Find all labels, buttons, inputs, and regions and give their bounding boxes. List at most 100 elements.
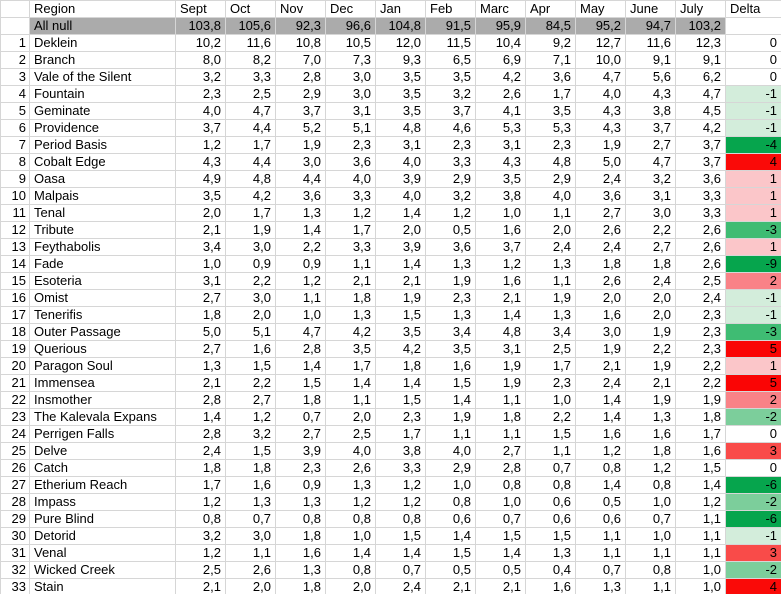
month-value-feb[interactable]: 1,9: [425, 272, 476, 290]
month-value-sept[interactable]: 2,8: [175, 391, 226, 409]
month-value-sept[interactable]: 1,3: [175, 357, 226, 375]
month-value-july[interactable]: 1,1: [675, 544, 726, 562]
delta-value[interactable]: 1: [725, 170, 781, 188]
month-value-oct[interactable]: 1,5: [225, 442, 276, 460]
month-value-dec[interactable]: 1,3: [325, 306, 376, 324]
month-value-apr[interactable]: 2,5: [525, 340, 576, 358]
delta-value[interactable]: -2: [725, 408, 781, 426]
month-value-marc[interactable]: 1,6: [475, 221, 526, 239]
month-value-marc[interactable]: 2,8: [475, 459, 526, 477]
month-value-apr[interactable]: 1,1: [525, 204, 576, 222]
month-value-jan[interactable]: 4,0: [375, 153, 426, 171]
month-value-feb[interactable]: 3,2: [425, 85, 476, 103]
region-name[interactable]: Querious: [29, 340, 176, 358]
month-value-jan[interactable]: 1,5: [375, 391, 426, 409]
month-value-apr[interactable]: 3,4: [525, 323, 576, 341]
month-value-marc[interactable]: 4,8: [475, 323, 526, 341]
month-value-july[interactable]: 9,1: [675, 51, 726, 69]
month-value-nov[interactable]: 3,9: [275, 442, 326, 460]
region-name[interactable]: Stain: [29, 578, 176, 594]
month-value-dec[interactable]: 1,0: [325, 527, 376, 545]
month-value-dec[interactable]: 1,4: [325, 374, 376, 392]
month-value-feb[interactable]: 1,6: [425, 357, 476, 375]
summary-delta[interactable]: [725, 17, 781, 35]
month-value-dec[interactable]: 1,8: [325, 289, 376, 307]
column-header-sept[interactable]: Sept: [175, 0, 226, 18]
month-value-dec[interactable]: 2,0: [325, 408, 376, 426]
month-value-may[interactable]: 3,0: [575, 323, 626, 341]
month-value-marc[interactable]: 1,9: [475, 357, 526, 375]
month-value-july[interactable]: 1,0: [675, 578, 726, 594]
month-value-feb[interactable]: 3,7: [425, 102, 476, 120]
month-value-sept[interactable]: 1,0: [175, 255, 226, 273]
column-header-apr[interactable]: Apr: [525, 0, 576, 18]
month-value-june[interactable]: 1,8: [625, 255, 676, 273]
region-name[interactable]: Tenerifis: [29, 306, 176, 324]
month-value-feb[interactable]: 1,0: [425, 476, 476, 494]
month-value-july[interactable]: 3,3: [675, 187, 726, 205]
summary-value-apr[interactable]: 84,5: [525, 17, 576, 35]
region-name[interactable]: Omist: [29, 289, 176, 307]
month-value-dec[interactable]: 1,7: [325, 357, 376, 375]
month-value-apr[interactable]: 0,6: [525, 510, 576, 528]
month-value-marc[interactable]: 2,1: [475, 578, 526, 594]
month-value-feb[interactable]: 0,8: [425, 493, 476, 511]
delta-value[interactable]: -6: [725, 510, 781, 528]
month-value-oct[interactable]: 2,0: [225, 578, 276, 594]
delta-value[interactable]: 4: [725, 578, 781, 594]
month-value-apr[interactable]: 9,2: [525, 34, 576, 52]
summary-value-nov[interactable]: 92,3: [275, 17, 326, 35]
month-value-oct[interactable]: 1,7: [225, 136, 276, 154]
month-value-apr[interactable]: 1,9: [525, 289, 576, 307]
month-value-nov[interactable]: 4,4: [275, 170, 326, 188]
delta-value[interactable]: 0: [725, 34, 781, 52]
month-value-dec[interactable]: 4,0: [325, 170, 376, 188]
month-value-nov[interactable]: 2,7: [275, 425, 326, 443]
month-value-dec[interactable]: 7,3: [325, 51, 376, 69]
row-number[interactable]: 15: [0, 272, 30, 290]
month-value-may[interactable]: 1,8: [575, 255, 626, 273]
region-name[interactable]: Outer Passage: [29, 323, 176, 341]
row-number[interactable]: 23: [0, 408, 30, 426]
month-value-july[interactable]: 1,1: [675, 527, 726, 545]
month-value-marc[interactable]: 2,7: [475, 442, 526, 460]
month-value-sept[interactable]: 2,1: [175, 374, 226, 392]
summary-value-jan[interactable]: 104,8: [375, 17, 426, 35]
month-value-dec[interactable]: 2,3: [325, 136, 376, 154]
row-number[interactable]: 11: [0, 204, 30, 222]
month-value-feb[interactable]: 2,3: [425, 289, 476, 307]
month-value-apr[interactable]: 1,7: [525, 85, 576, 103]
month-value-july[interactable]: 2,6: [675, 255, 726, 273]
row-number[interactable]: 2: [0, 51, 30, 69]
month-value-jan[interactable]: 3,5: [375, 68, 426, 86]
month-value-jan[interactable]: 3,5: [375, 85, 426, 103]
month-value-june[interactable]: 2,0: [625, 289, 676, 307]
month-value-jan[interactable]: 2,1: [375, 272, 426, 290]
month-value-feb[interactable]: 3,5: [425, 340, 476, 358]
month-value-sept[interactable]: 1,8: [175, 459, 226, 477]
month-value-marc[interactable]: 10,4: [475, 34, 526, 52]
month-value-marc[interactable]: 3,8: [475, 187, 526, 205]
row-number[interactable]: 18: [0, 323, 30, 341]
month-value-dec[interactable]: 4,2: [325, 323, 376, 341]
row-number[interactable]: 28: [0, 493, 30, 511]
month-value-dec[interactable]: 2,1: [325, 272, 376, 290]
month-value-jan[interactable]: 3,5: [375, 102, 426, 120]
month-value-oct[interactable]: 1,7: [225, 204, 276, 222]
month-value-marc[interactable]: 1,1: [475, 425, 526, 443]
month-value-nov[interactable]: 5,2: [275, 119, 326, 137]
month-value-marc[interactable]: 4,3: [475, 153, 526, 171]
month-value-jan[interactable]: 0,8: [375, 510, 426, 528]
month-value-marc[interactable]: 1,4: [475, 544, 526, 562]
month-value-oct[interactable]: 1,9: [225, 221, 276, 239]
month-value-marc[interactable]: 4,1: [475, 102, 526, 120]
month-value-oct[interactable]: 1,2: [225, 408, 276, 426]
month-value-feb[interactable]: 1,5: [425, 544, 476, 562]
month-value-july[interactable]: 1,6: [675, 442, 726, 460]
month-value-jan[interactable]: 0,7: [375, 561, 426, 579]
month-value-marc[interactable]: 0,5: [475, 561, 526, 579]
delta-value[interactable]: 1: [725, 238, 781, 256]
month-value-oct[interactable]: 1,6: [225, 340, 276, 358]
delta-value[interactable]: -1: [725, 306, 781, 324]
month-value-june[interactable]: 3,2: [625, 170, 676, 188]
